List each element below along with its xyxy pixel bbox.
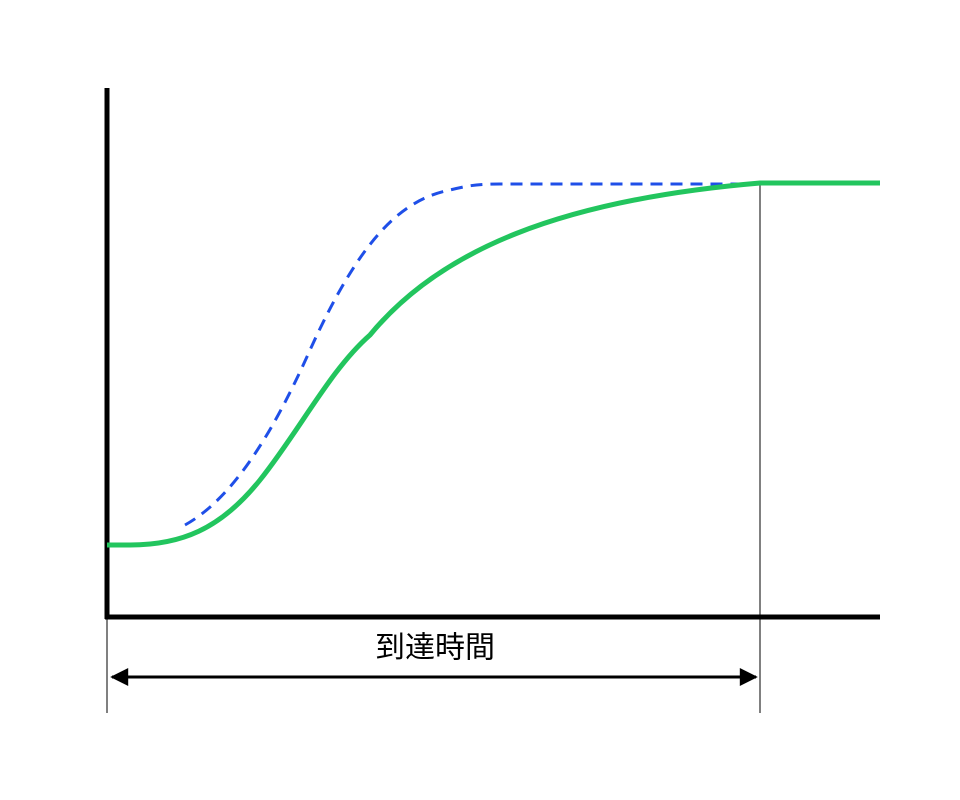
reference-curve: [184, 182, 760, 527]
duration-label: 到達時間: [375, 631, 495, 666]
response-curve: [107, 180, 880, 548]
